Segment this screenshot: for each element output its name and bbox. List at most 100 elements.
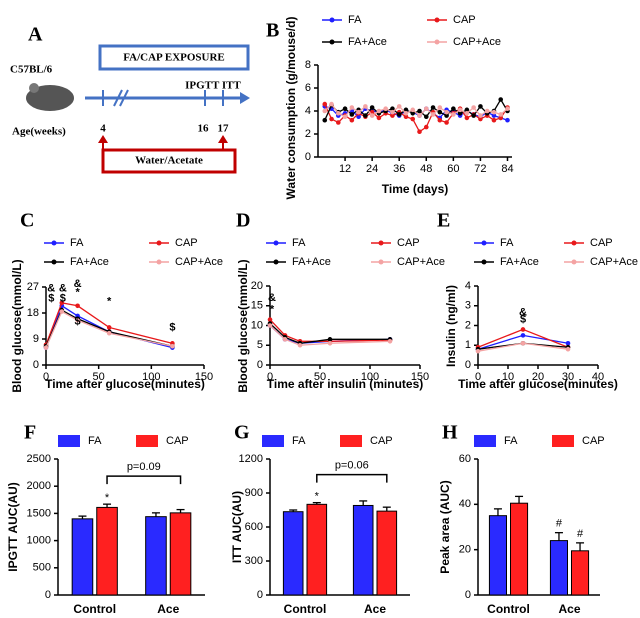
data-point bbox=[464, 115, 470, 121]
legend-marker bbox=[434, 39, 440, 45]
y-tick-label: 40 bbox=[459, 498, 471, 510]
annotation: $ bbox=[48, 292, 54, 304]
x-tick-label: 0 bbox=[43, 371, 49, 383]
data-point bbox=[444, 109, 449, 115]
data-point bbox=[410, 116, 416, 122]
data-point bbox=[396, 104, 402, 109]
x-tick-label: 150 bbox=[411, 371, 429, 383]
legend-label: FA bbox=[504, 435, 518, 447]
timeline-arrow bbox=[240, 92, 250, 104]
x-tick-label: 0 bbox=[475, 371, 481, 383]
y-tick-label: 500 bbox=[33, 562, 51, 574]
data-point bbox=[471, 105, 476, 110]
x-tick-label: 30 bbox=[562, 371, 574, 383]
data-point bbox=[297, 342, 303, 348]
mouse-icon bbox=[26, 85, 74, 111]
annotation: & bbox=[519, 307, 527, 319]
y-tick-label: 15 bbox=[251, 300, 263, 312]
data-point bbox=[75, 303, 80, 309]
data-point bbox=[356, 109, 361, 115]
x-tick-label: 50 bbox=[314, 371, 326, 383]
x-tick-label: 84 bbox=[501, 163, 513, 175]
data-point bbox=[457, 111, 463, 116]
week-label: 4 bbox=[100, 123, 106, 135]
y-tick-label: 8 bbox=[305, 59, 311, 71]
y-tick-label: 4 bbox=[465, 280, 471, 292]
legend-label: FA+Ace bbox=[348, 36, 387, 48]
panel-letter: D bbox=[236, 210, 250, 232]
x-axis-label: Time after glucose(minutes) bbox=[45, 377, 205, 391]
y-tick-label: 2500 bbox=[27, 453, 51, 465]
data-point bbox=[75, 317, 80, 323]
legend-label: CAP bbox=[397, 237, 420, 249]
legend-marker bbox=[273, 259, 279, 265]
x-tick-label: 100 bbox=[361, 371, 379, 383]
legend-label: FA bbox=[348, 14, 362, 26]
data-point bbox=[403, 107, 409, 113]
legend-swatch bbox=[474, 435, 496, 447]
y-tick-label: 27 bbox=[27, 281, 39, 293]
legend-marker bbox=[156, 240, 162, 246]
annotation: & bbox=[47, 282, 55, 294]
data-point bbox=[505, 117, 510, 123]
data-point bbox=[498, 112, 504, 117]
x-tick-label: 60 bbox=[447, 163, 459, 175]
data-point bbox=[444, 113, 449, 118]
legend-label: CAP bbox=[370, 435, 393, 447]
treatment-label: Water/Acetate bbox=[135, 155, 203, 167]
y-tick-label: 0 bbox=[257, 359, 263, 371]
data-point bbox=[43, 345, 49, 350]
legend-label: FA bbox=[500, 237, 514, 249]
series-line bbox=[324, 105, 508, 121]
age-label: Age(weeks) bbox=[12, 126, 66, 138]
x-tick-label: 150 bbox=[195, 371, 213, 383]
data-point bbox=[520, 327, 526, 332]
data-point bbox=[491, 113, 497, 118]
y-axis-label: Blood glucose(mmol/L) bbox=[236, 259, 250, 392]
annotation: & bbox=[59, 282, 67, 294]
y-tick-label: 4 bbox=[305, 105, 311, 117]
legend-marker bbox=[51, 259, 57, 265]
x-tick-label: 24 bbox=[366, 163, 378, 175]
legend-marker bbox=[273, 240, 279, 246]
y-tick-label: 6 bbox=[305, 82, 311, 94]
data-point bbox=[342, 114, 348, 120]
y-axis-label: IPGTT AUC(AU) bbox=[6, 482, 20, 572]
bar bbox=[376, 510, 398, 596]
panel-letter: G bbox=[234, 422, 250, 444]
exposure-box bbox=[98, 44, 250, 71]
data-point bbox=[451, 106, 456, 111]
bar bbox=[145, 516, 167, 596]
annotation: $ bbox=[75, 316, 81, 328]
data-point bbox=[520, 340, 526, 346]
data-point bbox=[267, 317, 273, 322]
comparison-label: p=0.09 bbox=[127, 461, 161, 473]
y-tick-label: 0 bbox=[257, 589, 263, 601]
data-point bbox=[390, 113, 395, 118]
bar bbox=[306, 503, 328, 596]
annotation: * bbox=[75, 287, 80, 299]
data-point bbox=[491, 117, 497, 123]
data-point bbox=[267, 323, 273, 328]
y-tick-label: 18 bbox=[27, 307, 39, 319]
y-tick-label: 2000 bbox=[27, 480, 51, 492]
week-label: 16 bbox=[198, 123, 210, 135]
series-line bbox=[45, 302, 173, 346]
series-line bbox=[324, 103, 509, 133]
data-point bbox=[451, 112, 456, 117]
break-mark bbox=[119, 89, 129, 107]
data-point bbox=[478, 113, 483, 118]
data-point bbox=[369, 113, 375, 118]
x-tick-label: 36 bbox=[393, 163, 405, 175]
legend-label: CAP+Ace bbox=[175, 256, 223, 268]
x-tick-label: 40 bbox=[592, 371, 604, 383]
y-tick-label: 0 bbox=[465, 589, 471, 601]
legend-label: FA bbox=[70, 237, 84, 249]
x-tick-label: 12 bbox=[339, 163, 351, 175]
data-point bbox=[437, 105, 443, 110]
data-point bbox=[491, 109, 497, 115]
legend-marker bbox=[571, 240, 577, 246]
data-point bbox=[376, 115, 382, 121]
panel-letter: E bbox=[437, 210, 450, 232]
